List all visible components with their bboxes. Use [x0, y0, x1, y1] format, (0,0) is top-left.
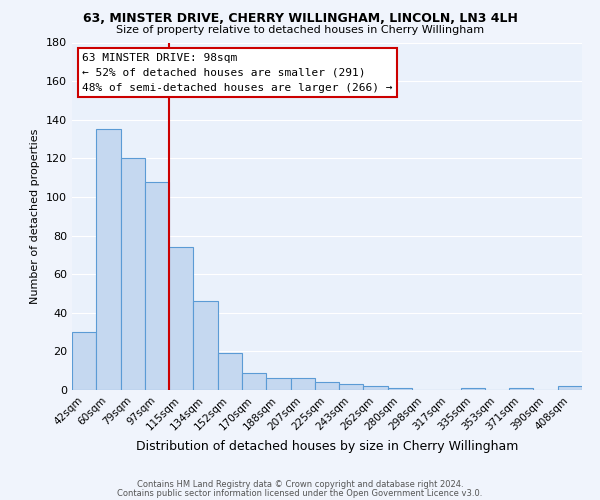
- Bar: [339, 384, 364, 390]
- Bar: [558, 386, 582, 390]
- Text: 63 MINSTER DRIVE: 98sqm
← 52% of detached houses are smaller (291)
48% of semi-d: 63 MINSTER DRIVE: 98sqm ← 52% of detache…: [82, 53, 392, 92]
- Bar: [121, 158, 145, 390]
- Bar: [388, 388, 412, 390]
- Bar: [218, 354, 242, 390]
- X-axis label: Distribution of detached houses by size in Cherry Willingham: Distribution of detached houses by size …: [136, 440, 518, 453]
- Bar: [72, 332, 96, 390]
- Bar: [193, 301, 218, 390]
- Bar: [96, 130, 121, 390]
- Text: Contains public sector information licensed under the Open Government Licence v3: Contains public sector information licen…: [118, 488, 482, 498]
- Bar: [509, 388, 533, 390]
- Y-axis label: Number of detached properties: Number of detached properties: [31, 128, 40, 304]
- Text: 63, MINSTER DRIVE, CHERRY WILLINGHAM, LINCOLN, LN3 4LH: 63, MINSTER DRIVE, CHERRY WILLINGHAM, LI…: [83, 12, 517, 26]
- Bar: [364, 386, 388, 390]
- Bar: [266, 378, 290, 390]
- Bar: [290, 378, 315, 390]
- Bar: [169, 247, 193, 390]
- Text: Contains HM Land Registry data © Crown copyright and database right 2024.: Contains HM Land Registry data © Crown c…: [137, 480, 463, 489]
- Bar: [461, 388, 485, 390]
- Bar: [145, 182, 169, 390]
- Bar: [242, 372, 266, 390]
- Bar: [315, 382, 339, 390]
- Text: Size of property relative to detached houses in Cherry Willingham: Size of property relative to detached ho…: [116, 25, 484, 35]
